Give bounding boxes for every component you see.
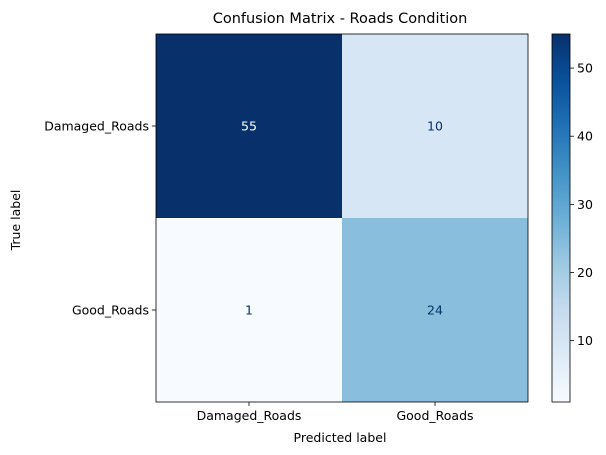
matrix-cell bbox=[156, 218, 342, 402]
plot-frame bbox=[155, 33, 529, 403]
y-tick-label: Damaged_Roads bbox=[44, 119, 149, 134]
chart-title: Confusion Matrix - Roads Condition bbox=[213, 11, 468, 27]
y-tick-label: Good_Roads bbox=[72, 303, 149, 318]
cell-value-label: 24 bbox=[427, 303, 443, 318]
colorbar-tick-label: 40 bbox=[577, 129, 593, 144]
colorbar-gradient bbox=[551, 33, 571, 403]
matrix-cell bbox=[342, 34, 528, 218]
cell-value-label: 1 bbox=[245, 303, 253, 318]
cell-value-label: 10 bbox=[427, 119, 443, 134]
colorbar-tick-label: 50 bbox=[577, 61, 593, 76]
matrix-cell bbox=[156, 34, 342, 218]
colorbar-tick-label: 20 bbox=[577, 265, 593, 280]
matrix-cell bbox=[342, 218, 528, 402]
colorbar-tick-label: 10 bbox=[577, 333, 593, 348]
cell-value-label: 55 bbox=[241, 119, 257, 134]
x-tick-label: Good_Roads bbox=[396, 408, 473, 423]
colorbar-tick-label: 30 bbox=[577, 197, 593, 212]
colorbar: 10 20 30 40 50 bbox=[551, 33, 593, 403]
x-tick-label: Damaged_Roads bbox=[197, 408, 302, 423]
matrix-plot-area: 55 10 1 24 Damaged_Roads Good_Roads Damaged_Ro… bbox=[44, 33, 529, 423]
y-axis-label: True label bbox=[8, 190, 23, 252]
x-axis-label: Predicted label bbox=[294, 430, 387, 445]
